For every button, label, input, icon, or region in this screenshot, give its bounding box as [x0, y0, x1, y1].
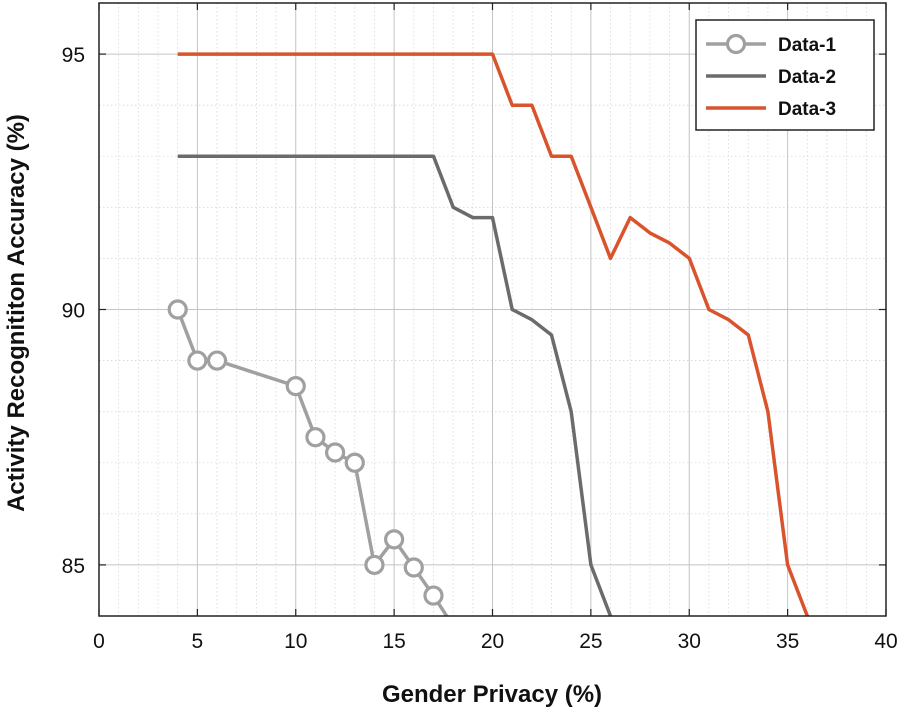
data-point — [167, 299, 188, 320]
data-point — [285, 376, 306, 397]
y-tick-label: 90 — [62, 300, 85, 323]
legend: Data-1 Data-2 Data-3 — [695, 19, 875, 131]
x-tick-label: 10 — [284, 630, 307, 653]
series-Data-2 — [177, 154, 613, 616]
legend-item: Data-1 — [706, 33, 837, 56]
data-point — [384, 529, 405, 550]
data-point — [423, 585, 444, 606]
data-point — [187, 350, 208, 371]
x-tick-label: 35 — [776, 630, 799, 653]
x-tick-label: 20 — [481, 630, 504, 653]
data-point — [305, 427, 326, 448]
series-line — [177, 154, 613, 616]
x-axis-ticks: 0 5 10 15 20 25 30 35 40 — [93, 3, 898, 653]
data-point — [325, 442, 346, 463]
legend-item: Data-3 — [706, 99, 836, 120]
legend-label: Data-1 — [778, 35, 837, 56]
y-axis-title: Activity Recognititon Accuracy (%) — [3, 114, 30, 512]
x-axis-title: Gender Privacy (%) — [382, 681, 602, 708]
data-point — [206, 350, 228, 371]
y-axis-ticks: 85 90 95 — [62, 44, 886, 578]
x-tick-label: 0 — [93, 630, 105, 653]
series-line — [177, 52, 809, 616]
legend-marker — [725, 33, 747, 55]
x-tick-label: 25 — [579, 630, 602, 653]
data-point — [364, 554, 385, 576]
y-tick-label: 85 — [62, 555, 85, 578]
data-point — [445, 618, 462, 635]
legend-item: Data-2 — [706, 67, 836, 88]
series-Data-1 — [167, 299, 462, 635]
data-point — [403, 557, 424, 578]
legend-label: Data-2 — [778, 67, 836, 88]
legend-label: Data-3 — [778, 99, 836, 120]
x-tick-label: 5 — [192, 630, 204, 653]
series-layer — [167, 52, 809, 635]
series-Data-3 — [177, 52, 809, 616]
x-tick-label: 15 — [382, 630, 405, 653]
x-tick-label: 40 — [874, 630, 897, 653]
y-tick-label: 95 — [62, 44, 85, 67]
data-point — [344, 452, 365, 473]
x-tick-label: 30 — [678, 630, 701, 653]
